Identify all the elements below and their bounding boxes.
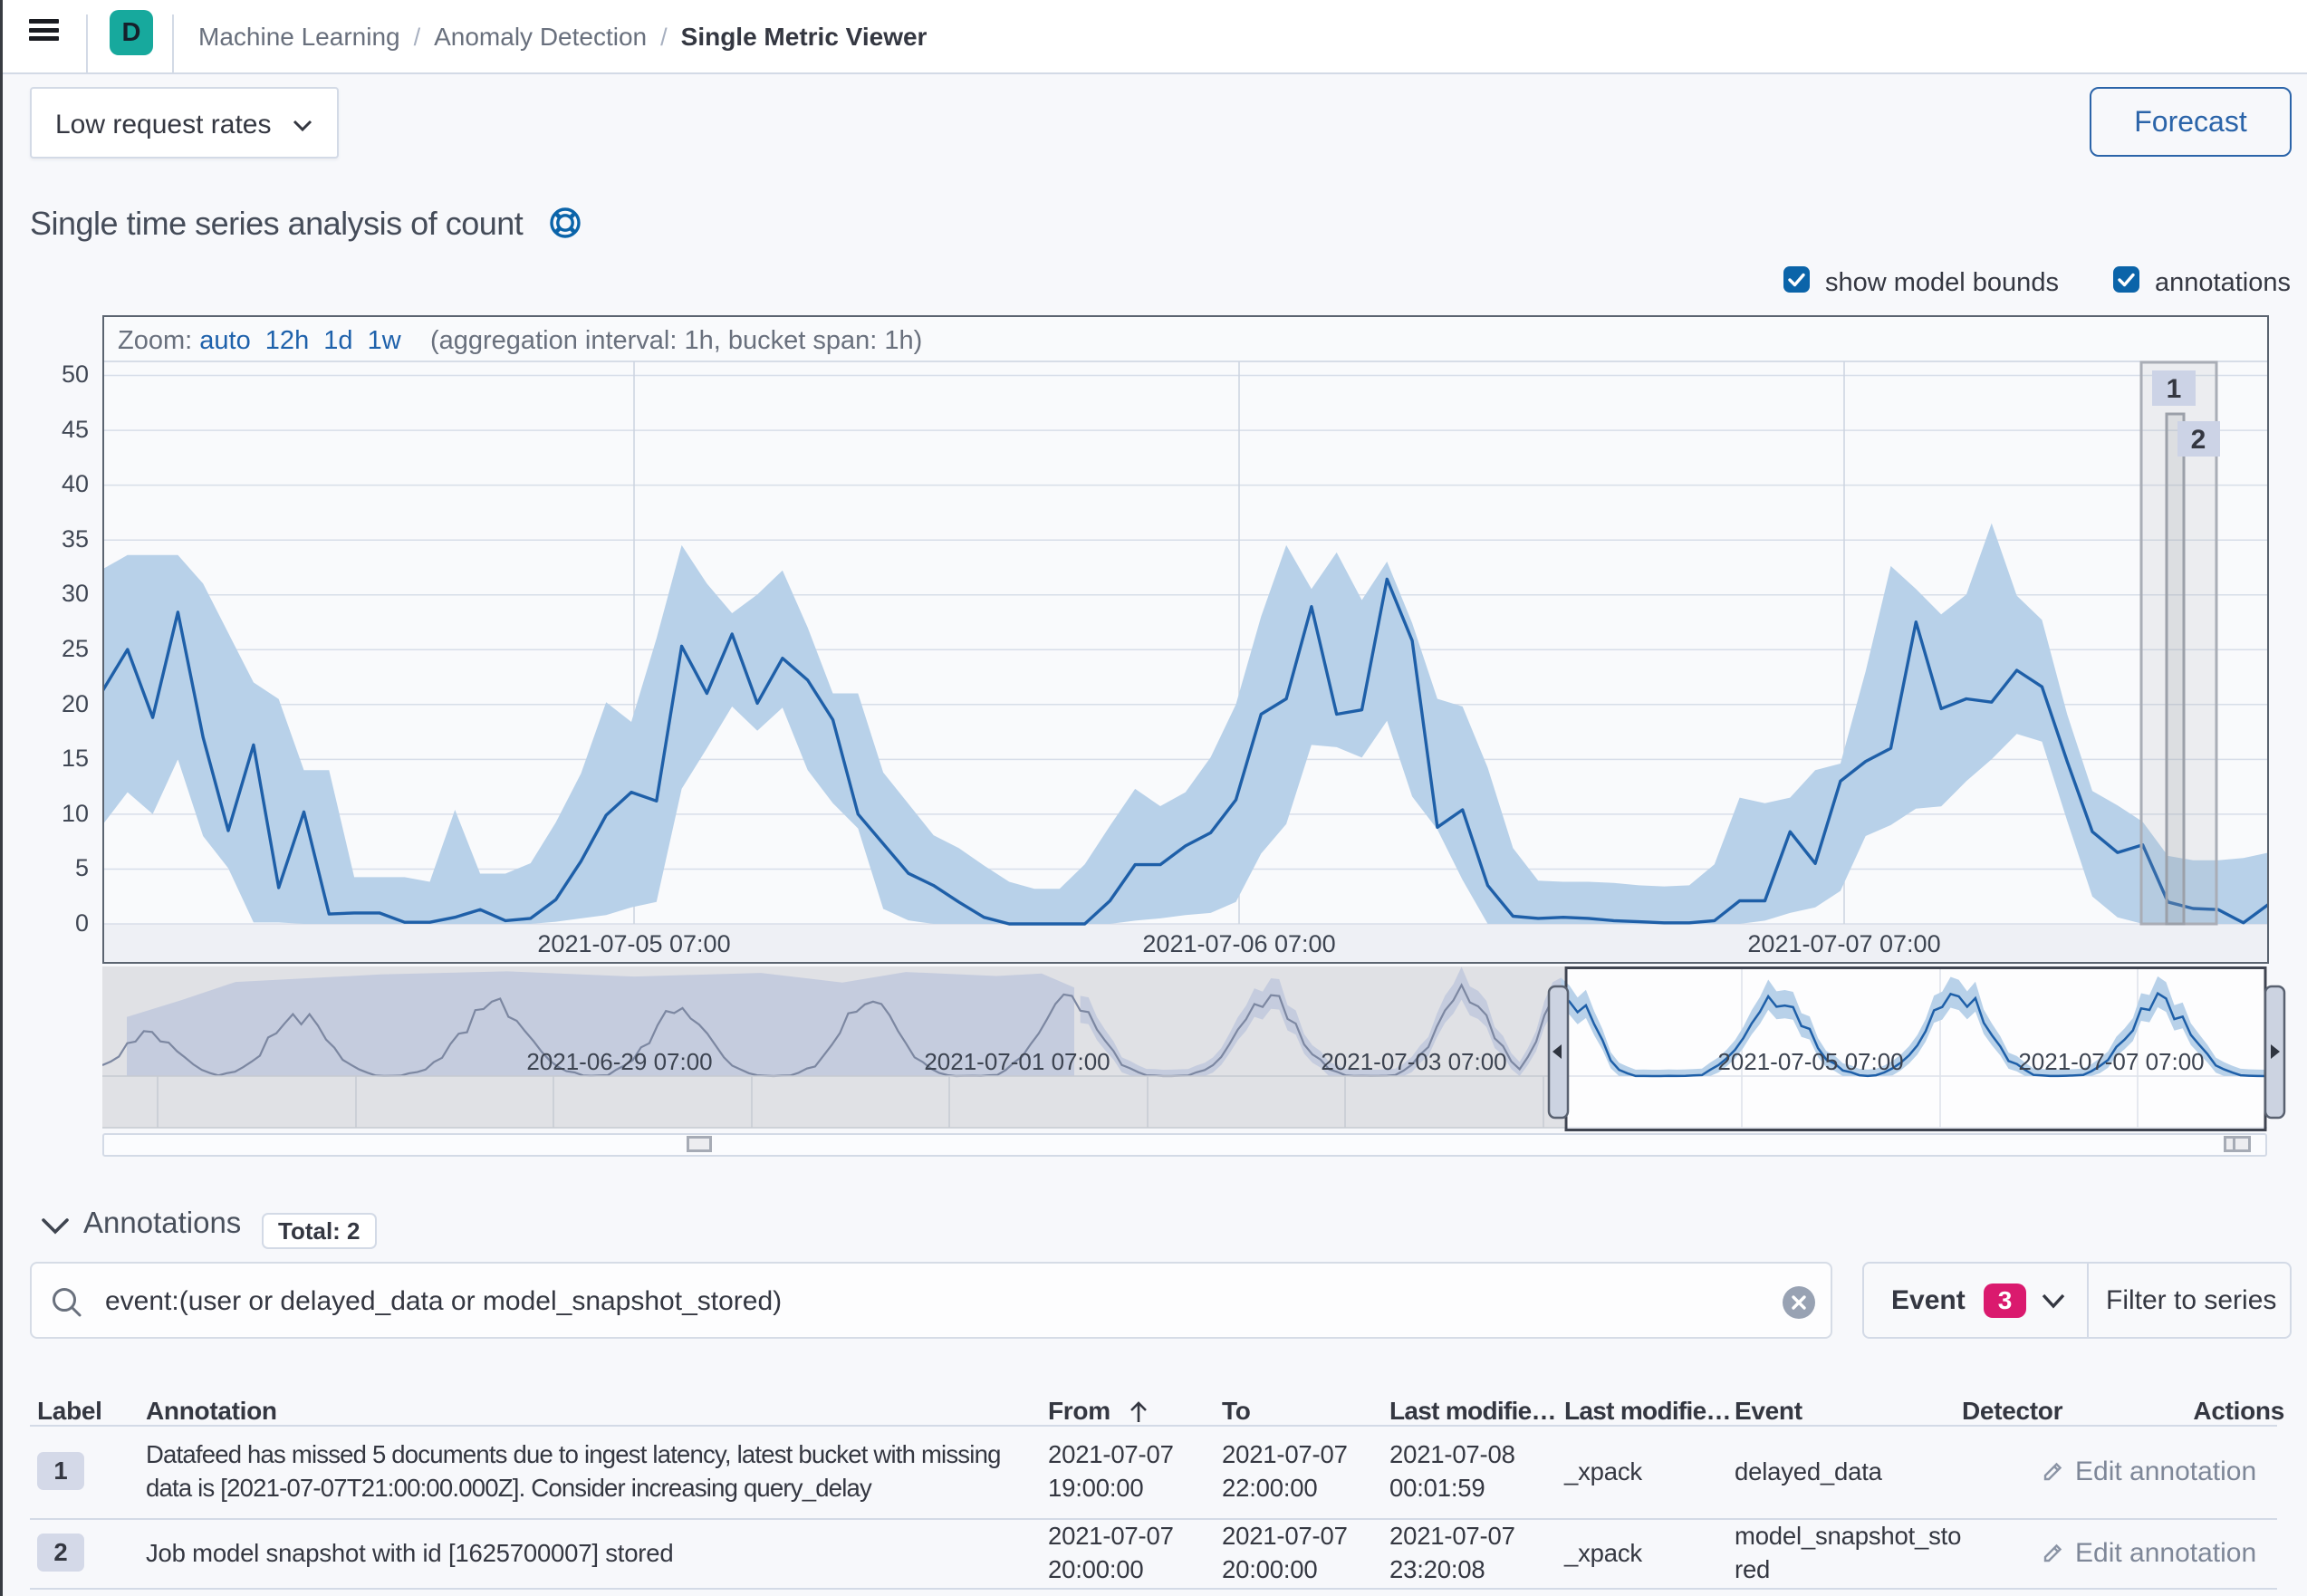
svg-text:2021-07-01 07:00: 2021-07-01 07:00 xyxy=(924,1048,1110,1075)
svg-text:2021-07-05 07:00: 2021-07-05 07:00 xyxy=(537,930,730,957)
svg-text:2021-07-05 07:00: 2021-07-05 07:00 xyxy=(1717,1048,1903,1075)
svg-text:1: 1 xyxy=(2167,374,2182,404)
svg-text:2: 2 xyxy=(2191,425,2206,455)
svg-text:2021-07-06 07:00: 2021-07-06 07:00 xyxy=(1142,930,1335,957)
svg-text:2021-07-07 07:00: 2021-07-07 07:00 xyxy=(1747,930,1940,957)
svg-text:2021-07-03 07:00: 2021-07-03 07:00 xyxy=(1321,1048,1506,1075)
svg-text:2021-06-29 07:00: 2021-06-29 07:00 xyxy=(526,1048,712,1075)
svg-text:2021-07-07 07:00: 2021-07-07 07:00 xyxy=(2018,1048,2204,1075)
